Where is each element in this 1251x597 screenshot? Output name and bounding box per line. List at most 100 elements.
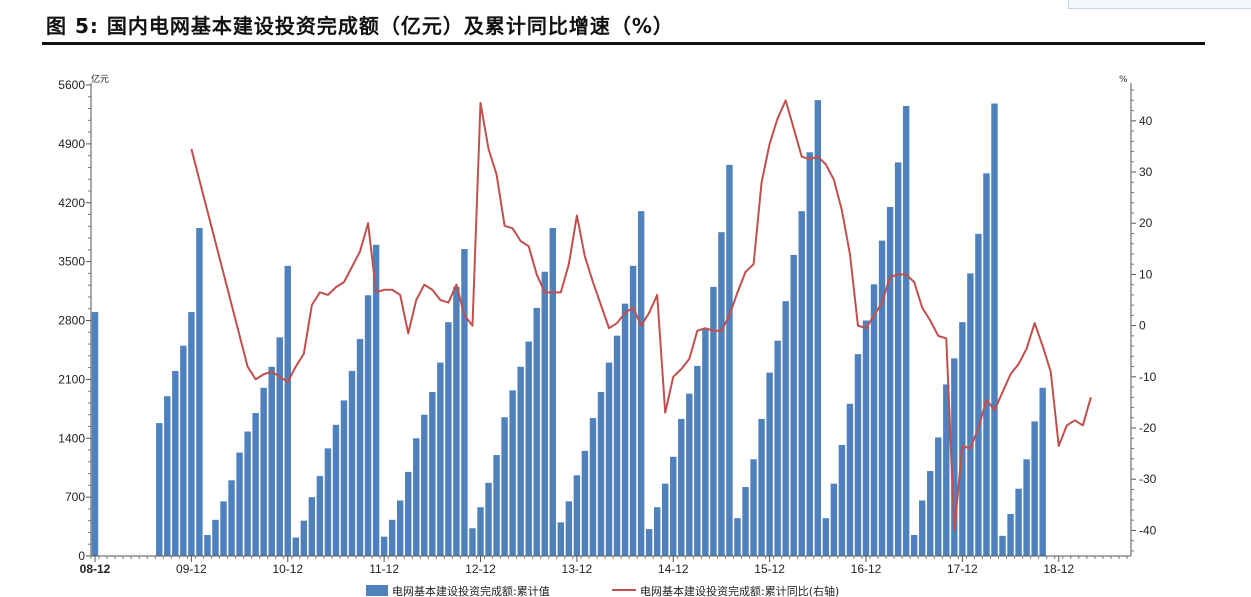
bar (790, 254, 797, 556)
bar (1007, 513, 1014, 556)
bar (886, 206, 894, 556)
left-tick-label: 4900 (58, 137, 85, 151)
bar (814, 100, 822, 556)
bar (204, 534, 211, 556)
bar (621, 303, 629, 556)
left-tick-label: 4200 (58, 196, 85, 210)
bar (782, 301, 789, 556)
bar (597, 391, 605, 556)
x-tick-label: 11-12 (369, 562, 399, 576)
bar (975, 233, 982, 556)
bar (292, 537, 299, 556)
bar (662, 483, 669, 556)
bar (967, 273, 974, 556)
bar (421, 414, 428, 556)
x-tick-label: 10-12 (272, 562, 303, 576)
bar (380, 536, 388, 556)
bar (838, 444, 846, 556)
left-tick-label: 700 (65, 490, 85, 504)
x-tick-label: 08-12 (80, 562, 111, 576)
bar (710, 286, 717, 556)
bar (445, 322, 452, 556)
bar (364, 295, 372, 556)
left-tick-label: 3500 (58, 255, 85, 269)
bar (758, 418, 765, 556)
left-tick-label: 5600 (58, 78, 85, 92)
bar (830, 483, 838, 556)
bar (244, 431, 251, 556)
bar (236, 452, 243, 556)
right-axis-ticks: -40 -30 -20 -10 0 10 20 30 40 (1131, 89, 1157, 552)
bar (372, 244, 380, 557)
bar (653, 507, 661, 556)
bar (846, 403, 854, 556)
bar (605, 362, 613, 556)
bar-series (91, 100, 1046, 557)
right-tick-label: -30 (1139, 472, 1157, 486)
right-tick-label: 40 (1139, 114, 1153, 128)
x-axis-ticks: 08-12 09-12 10-12 11-12 12-12 13-12 14-12 15-12… (80, 556, 1128, 576)
bar (557, 522, 565, 556)
line-series (190, 99, 1092, 532)
bar (718, 232, 725, 556)
bar (437, 362, 444, 556)
bar (943, 384, 950, 556)
bar (252, 413, 259, 556)
left-tick-label: 1400 (58, 431, 85, 445)
left-tick-label: 2100 (58, 372, 85, 386)
bar (220, 501, 227, 556)
legend-bar-label: 电网基本建设投资完成额:累计值 (392, 584, 550, 597)
x-tick-label: 13-12 (562, 562, 593, 576)
bar (156, 423, 163, 556)
bar (469, 528, 476, 556)
bar (870, 284, 878, 556)
bar (629, 265, 637, 556)
bar (734, 518, 741, 556)
bar (999, 535, 1006, 556)
bar (822, 518, 830, 556)
bar (637, 211, 645, 556)
left-axis-unit: 亿元 (91, 73, 109, 85)
right-tick-label: 0 (1139, 319, 1146, 333)
bar (750, 459, 757, 556)
bar (951, 358, 958, 556)
bar (878, 240, 886, 556)
bar (541, 271, 548, 556)
bar (991, 103, 998, 556)
bar (645, 529, 653, 556)
bar (613, 335, 621, 556)
bar (670, 456, 677, 556)
x-tick-label: 14-12 (658, 562, 689, 576)
right-tick-label: 30 (1139, 165, 1153, 179)
bar (935, 437, 942, 556)
bar (742, 487, 749, 556)
bar (533, 307, 540, 556)
bar (862, 320, 870, 556)
bar (517, 366, 524, 556)
title-underline (42, 42, 1205, 45)
right-axis-unit: % (1119, 75, 1128, 85)
bar (726, 164, 733, 556)
line-path (190, 99, 1092, 532)
bar (894, 162, 902, 556)
bar (172, 370, 179, 556)
bar (405, 471, 412, 556)
bar (702, 328, 709, 556)
bar (300, 520, 308, 556)
bar (228, 480, 235, 556)
bar (324, 448, 332, 556)
right-tick-label: 10 (1139, 267, 1153, 281)
bar (348, 370, 356, 556)
bar (260, 387, 267, 556)
bar (774, 340, 781, 556)
left-tick-label: 2800 (58, 314, 85, 328)
bar (927, 471, 934, 556)
bar (1015, 488, 1022, 556)
corner-frame (1068, 0, 1251, 9)
bar (196, 227, 203, 557)
bar (919, 500, 926, 556)
bar (413, 438, 420, 556)
bar (902, 106, 910, 556)
x-tick-label: 18-12 (1043, 562, 1074, 576)
bar (678, 418, 685, 556)
